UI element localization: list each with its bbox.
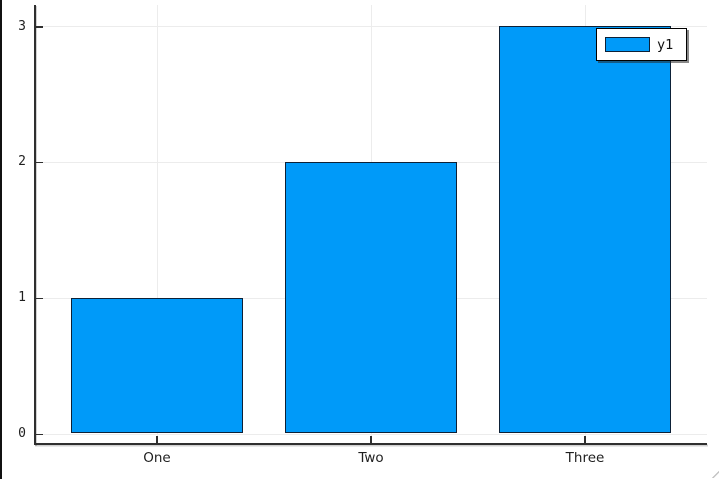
bar-two <box>284 161 458 434</box>
x-gridline <box>157 5 158 443</box>
legend-series-swatch <box>605 37 650 52</box>
y-tick-label: 3 <box>18 18 26 34</box>
y-tick-label: 0 <box>18 426 26 441</box>
legend-series-label: y1 <box>657 36 674 53</box>
bar-one <box>70 297 244 434</box>
x-tick-label: Two <box>358 450 384 466</box>
x-tick-mark <box>156 436 158 443</box>
x-tick-mark <box>584 436 586 443</box>
y-tick-label: 1 <box>18 290 26 306</box>
x-tick-label: One <box>143 450 171 466</box>
x-axis-spine <box>33 443 707 445</box>
y-tick-mark <box>35 26 43 28</box>
y-axis-spine <box>33 5 36 445</box>
y-tick-mark <box>35 433 43 435</box>
x-tick-label: Three <box>565 450 605 466</box>
y-tick-mark <box>35 297 43 300</box>
y-tick-label: 2 <box>18 154 26 170</box>
window-left-edge <box>0 0 2 479</box>
x-tick-mark <box>370 436 372 443</box>
bar-three <box>498 26 672 434</box>
resize-grip-icon <box>711 470 719 478</box>
y-tick-mark <box>35 161 43 164</box>
legend: y1 <box>596 28 687 61</box>
